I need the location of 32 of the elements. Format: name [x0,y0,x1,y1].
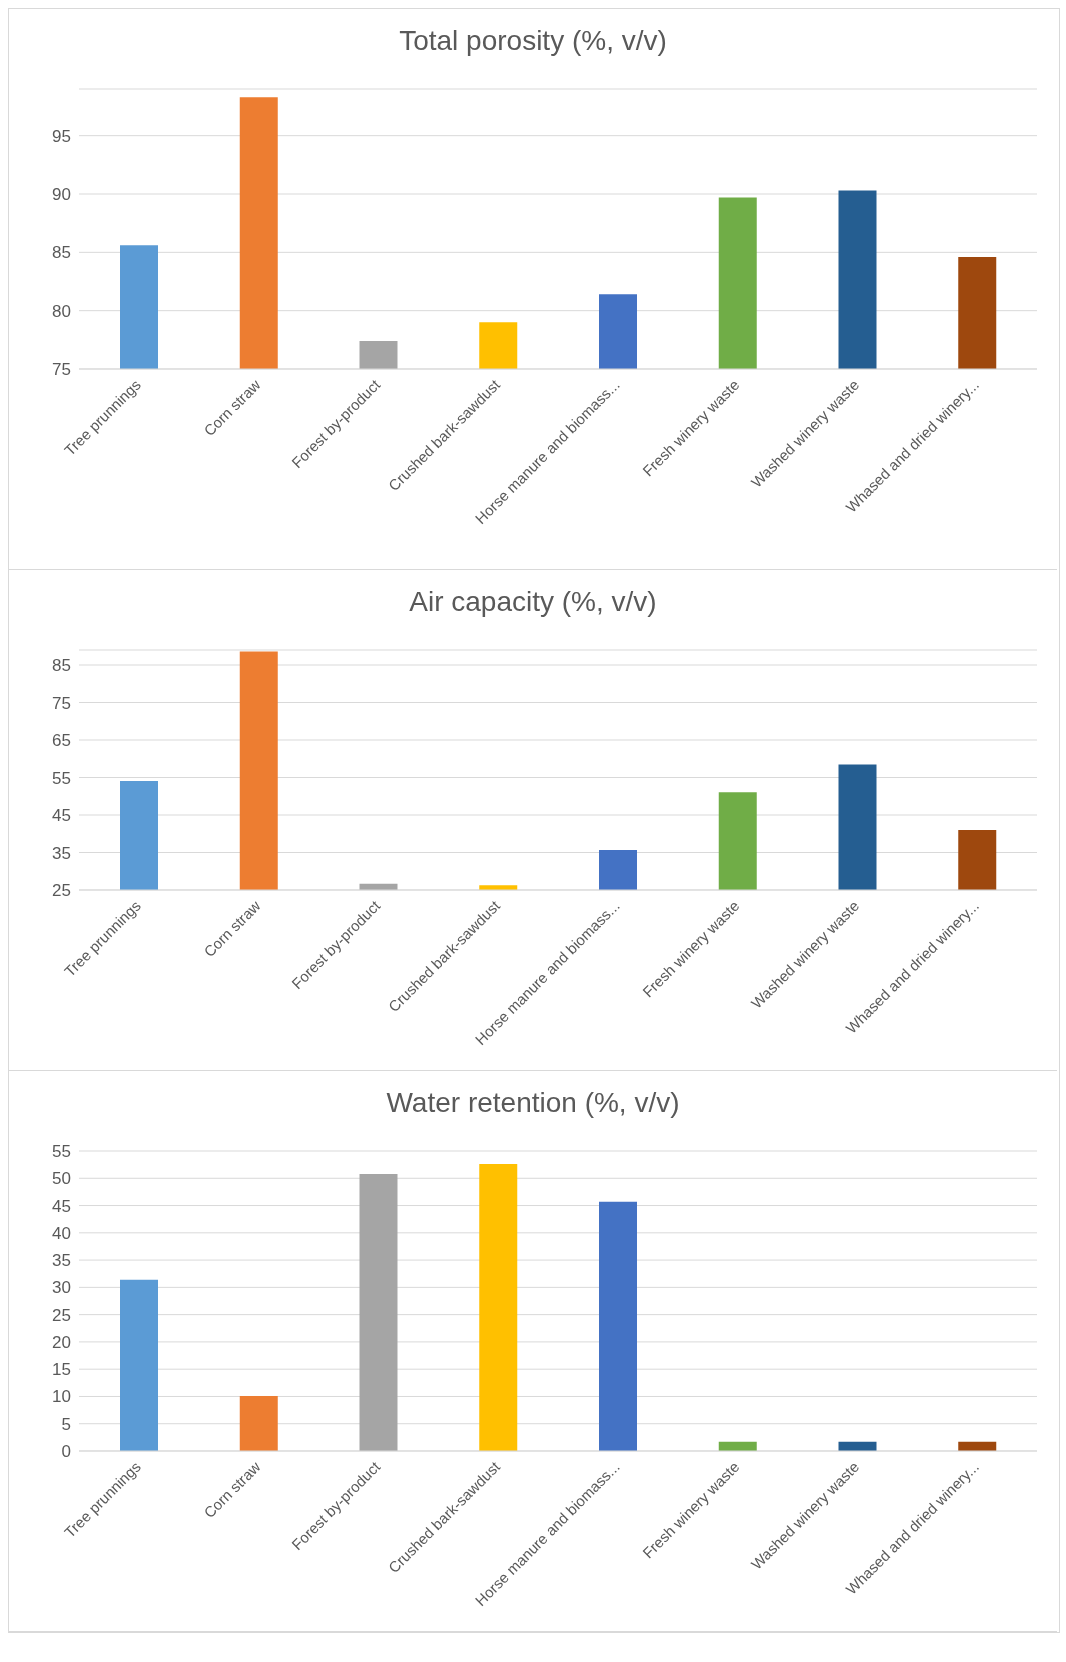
bar [239,1395,278,1451]
y-tick-label: 25 [52,1305,71,1325]
y-tick-label: 35 [52,843,71,863]
y-tick-label: 30 [52,1278,71,1298]
bar [359,1173,398,1451]
y-tick-label: 90 [52,185,71,205]
y-tick-label: 85 [52,243,71,263]
y-tick-label: 75 [52,693,71,713]
y-tick-label: 0 [61,1442,71,1462]
chart-title: Air capacity (%, v/v) [408,585,658,619]
bar [479,1164,518,1451]
bar [120,1279,158,1451]
chart-title: Water retention (%, v/v) [385,1086,681,1120]
bar [599,1201,637,1451]
y-tick-label: 45 [52,1196,71,1216]
y-tick-label: 55 [52,768,71,788]
y-tick-label: 5 [61,1414,71,1434]
y-tick-label: 85 [52,656,71,676]
y-tick-label: 15 [52,1360,71,1380]
y-tick-label: 35 [52,1251,71,1271]
y-tick-label: 80 [52,301,71,321]
y-tick-label: 55 [52,1142,71,1162]
y-tick-label: 20 [52,1332,71,1352]
y-tick-label: 75 [52,360,71,380]
y-tick-label: 40 [52,1223,71,1243]
y-tick-label: 10 [52,1387,71,1407]
y-tick-label: 50 [52,1169,71,1189]
chart-title: Total porosity (%, v/v) [398,24,668,58]
y-tick-label: 45 [52,806,71,826]
y-tick-label: 25 [52,881,71,901]
y-tick-label: 95 [52,126,71,146]
y-tick-label: 65 [52,731,71,751]
